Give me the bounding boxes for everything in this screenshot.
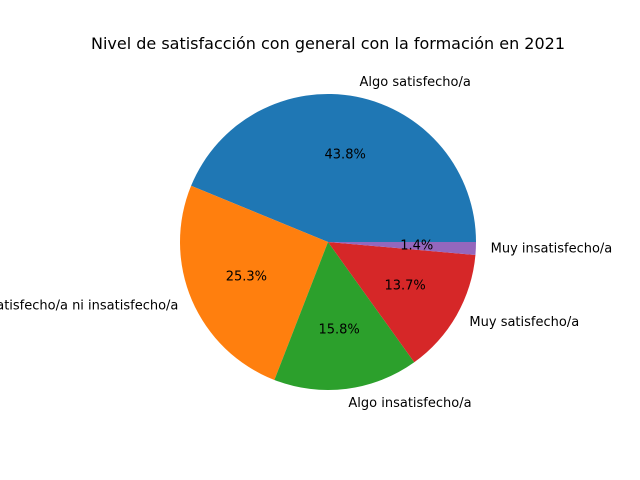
pie-slice-label-algo-insatisfecho-a: Algo insatisfecho/a (348, 396, 471, 411)
pie-slice-muy-insatisfecho-a (328, 242, 476, 256)
pie-slice-algo-satisfecho-a (191, 93, 477, 242)
pie-labels: 43.8% Algo satisfecho/a 25.3% Ni satisfecho… (0, 75, 612, 411)
pie-slices (180, 93, 477, 391)
pie-pct-label-algo-satisfecho-a: 43.8% (325, 147, 366, 162)
pie-slice-label-ni-satisfecho-a-ni-insatisfecho-a: Ni satisfecho/a ni insatisfecho/a (0, 299, 178, 314)
pie-pct-label-algo-insatisfecho-a: 15.8% (318, 323, 359, 338)
chart-title: Nivel de satisfacción con general con la… (91, 34, 565, 53)
pie-slice-label-algo-satisfecho-a: Algo satisfecho/a (360, 75, 471, 90)
pie-slice-muy-satisfecho-a (328, 242, 476, 363)
pie-slice-label-muy-satisfecho-a: Muy satisfecho/a (469, 315, 579, 330)
pie-pct-label-muy-satisfecho-a: 13.7% (384, 278, 425, 293)
pie-slice-algo-insatisfecho-a (274, 242, 415, 391)
pie-slice-ni-satisfecho-a-ni-insatisfecho-a (180, 185, 328, 380)
pie-pct-label-muy-insatisfecho-a: 1.4% (400, 238, 433, 253)
pie-pct-label-ni-satisfecho-a-ni-insatisfecho-a: 25.3% (226, 270, 267, 285)
pie-slice-label-muy-insatisfecho-a: Muy insatisfecho/a (491, 242, 613, 257)
